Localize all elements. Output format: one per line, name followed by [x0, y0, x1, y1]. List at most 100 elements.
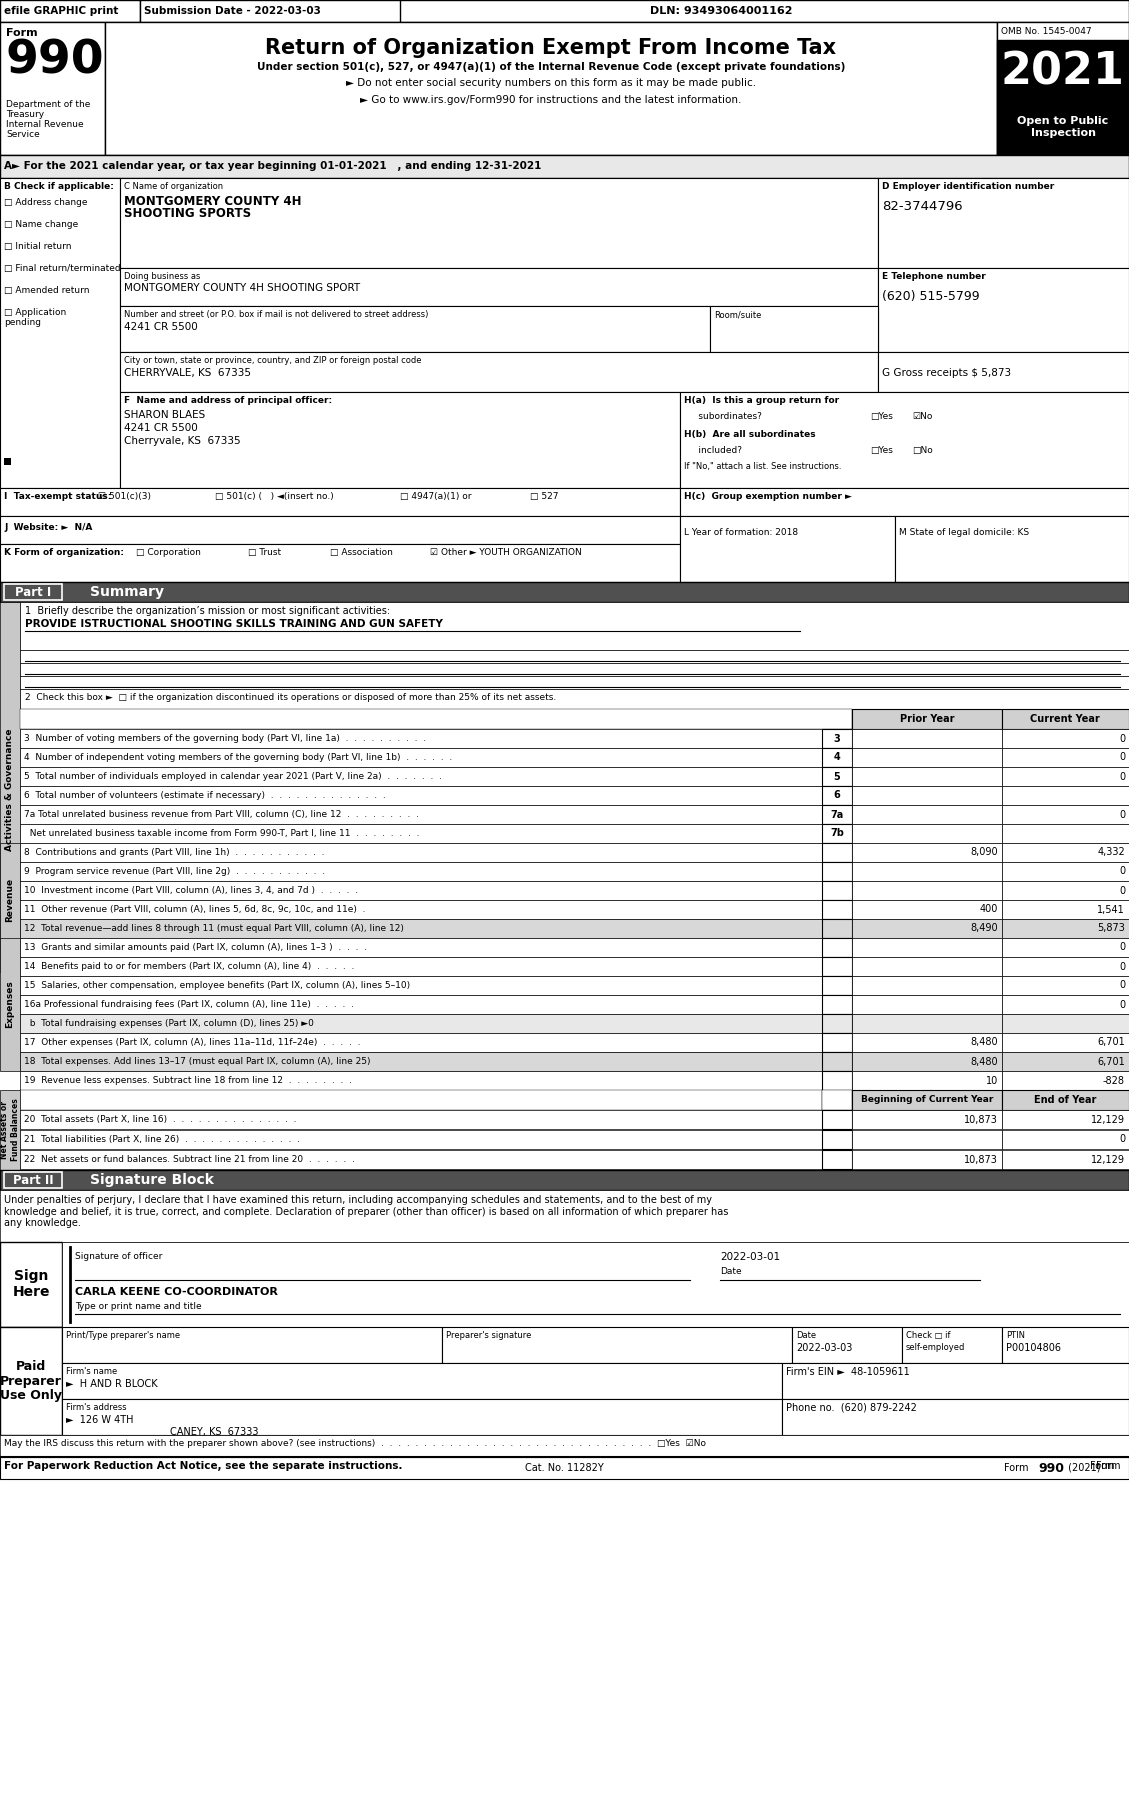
- Text: 990: 990: [6, 38, 105, 83]
- Text: Form: Form: [1089, 1460, 1118, 1471]
- Bar: [852, 1130, 1003, 1148]
- Text: For Paperwork Reduction Act Notice, see the separate instructions.: For Paperwork Reduction Act Notice, see …: [5, 1460, 403, 1471]
- Text: 0: 0: [1119, 981, 1124, 990]
- Bar: [1003, 920, 1129, 938]
- Bar: [822, 882, 852, 900]
- Bar: [680, 515, 895, 582]
- Text: □ Address change: □ Address change: [5, 198, 88, 207]
- Bar: [878, 268, 1129, 352]
- Bar: [1003, 1130, 1129, 1148]
- Bar: [1003, 729, 1129, 747]
- Bar: [0, 22, 105, 154]
- Text: K Form of organization:: K Form of organization:: [5, 548, 124, 557]
- Text: Expenses: Expenses: [6, 980, 15, 1029]
- Text: Cat. No. 11282Y: Cat. No. 11282Y: [525, 1464, 603, 1473]
- Bar: [822, 1130, 852, 1148]
- Bar: [0, 488, 680, 515]
- Bar: [105, 22, 997, 154]
- Bar: [822, 767, 852, 785]
- Bar: [120, 352, 878, 392]
- Bar: [0, 1435, 1129, 1457]
- Bar: [822, 785, 852, 805]
- Bar: [852, 1090, 1003, 1110]
- Text: 6,701: 6,701: [1097, 1038, 1124, 1047]
- Bar: [1003, 1150, 1129, 1168]
- Bar: [852, 729, 1003, 747]
- Bar: [20, 649, 1129, 662]
- Bar: [822, 729, 852, 747]
- Text: 12,129: 12,129: [1091, 1154, 1124, 1165]
- Text: 2021: 2021: [1001, 51, 1124, 94]
- Bar: [20, 900, 822, 920]
- Bar: [822, 1070, 852, 1090]
- Bar: [822, 844, 852, 862]
- Bar: [0, 178, 120, 488]
- Text: 8,090: 8,090: [970, 847, 998, 858]
- Text: 0: 0: [1119, 943, 1124, 952]
- Text: 990: 990: [1038, 1462, 1064, 1475]
- Text: 0: 0: [1119, 753, 1124, 762]
- Bar: [852, 900, 1003, 920]
- Text: 8,490: 8,490: [970, 923, 998, 934]
- Text: Beginning of Current Year: Beginning of Current Year: [860, 1096, 994, 1105]
- Bar: [852, 958, 1003, 976]
- Text: MONTGOMERY COUNTY 4H SHOOTING SPORT: MONTGOMERY COUNTY 4H SHOOTING SPORT: [124, 283, 360, 294]
- Text: Doing business as: Doing business as: [124, 272, 200, 281]
- Text: Net unrelated business taxable income from Form 990-T, Part I, line 11  .  .  . : Net unrelated business taxable income fr…: [24, 829, 420, 838]
- Bar: [782, 1399, 1129, 1435]
- Bar: [822, 1090, 852, 1110]
- Text: Form: Form: [1004, 1464, 1032, 1473]
- Bar: [852, 1070, 1003, 1090]
- Text: Firm's EIN ►  48-1059611: Firm's EIN ► 48-1059611: [786, 1368, 910, 1377]
- Bar: [822, 920, 852, 938]
- Bar: [20, 996, 822, 1014]
- Text: 4: 4: [833, 753, 840, 762]
- Bar: [822, 1052, 852, 1070]
- Text: 8,480: 8,480: [970, 1056, 998, 1067]
- Bar: [20, 1150, 822, 1168]
- Text: Cherryvale, KS  67335: Cherryvale, KS 67335: [124, 435, 240, 446]
- Text: -828: -828: [1103, 1076, 1124, 1085]
- Text: 20  Total assets (Part X, line 16)  .  .  .  .  .  .  .  .  .  .  .  .  .  .  .: 20 Total assets (Part X, line 16) . . . …: [24, 1116, 297, 1125]
- Bar: [5, 584, 62, 600]
- Bar: [120, 268, 878, 307]
- Bar: [20, 1130, 822, 1148]
- Bar: [120, 307, 710, 352]
- Text: Type or print name and title: Type or print name and title: [75, 1302, 202, 1312]
- Text: b  Total fundraising expenses (Part IX, column (D), lines 25) ►0: b Total fundraising expenses (Part IX, c…: [24, 1019, 314, 1029]
- Bar: [852, 824, 1003, 844]
- Bar: [62, 1243, 1129, 1328]
- Bar: [62, 1362, 782, 1399]
- Bar: [822, 996, 852, 1014]
- Bar: [822, 862, 852, 882]
- Text: 10,873: 10,873: [964, 1114, 998, 1125]
- Bar: [0, 844, 20, 958]
- Bar: [1003, 958, 1129, 976]
- Bar: [852, 1032, 1003, 1052]
- Bar: [20, 920, 822, 938]
- Text: Service: Service: [6, 131, 40, 140]
- Text: F  Name and address of principal officer:: F Name and address of principal officer:: [124, 395, 332, 405]
- Text: □No: □No: [912, 446, 933, 455]
- Bar: [822, 976, 852, 996]
- Bar: [1003, 1052, 1129, 1070]
- Bar: [20, 1090, 822, 1110]
- Bar: [1003, 882, 1129, 900]
- Text: G Gross receipts $ 5,873: G Gross receipts $ 5,873: [882, 368, 1012, 377]
- Bar: [822, 1150, 852, 1168]
- Bar: [120, 178, 878, 268]
- Text: Current Year: Current Year: [1030, 715, 1100, 724]
- Text: 1  Briefly describe the organization’s mission or most significant activities:: 1 Briefly describe the organization’s mi…: [25, 606, 391, 617]
- Bar: [20, 709, 852, 729]
- Bar: [0, 515, 680, 544]
- Bar: [822, 958, 852, 976]
- Bar: [20, 862, 822, 882]
- Text: D Employer identification number: D Employer identification number: [882, 181, 1054, 190]
- Bar: [852, 844, 1003, 862]
- Text: 4241 CR 5500: 4241 CR 5500: [124, 423, 198, 434]
- Text: 0: 0: [1119, 771, 1124, 782]
- Text: ☑ Other ► YOUTH ORGANIZATION: ☑ Other ► YOUTH ORGANIZATION: [430, 548, 581, 557]
- Bar: [852, 1014, 1003, 1032]
- Bar: [0, 0, 1129, 22]
- Bar: [0, 0, 140, 22]
